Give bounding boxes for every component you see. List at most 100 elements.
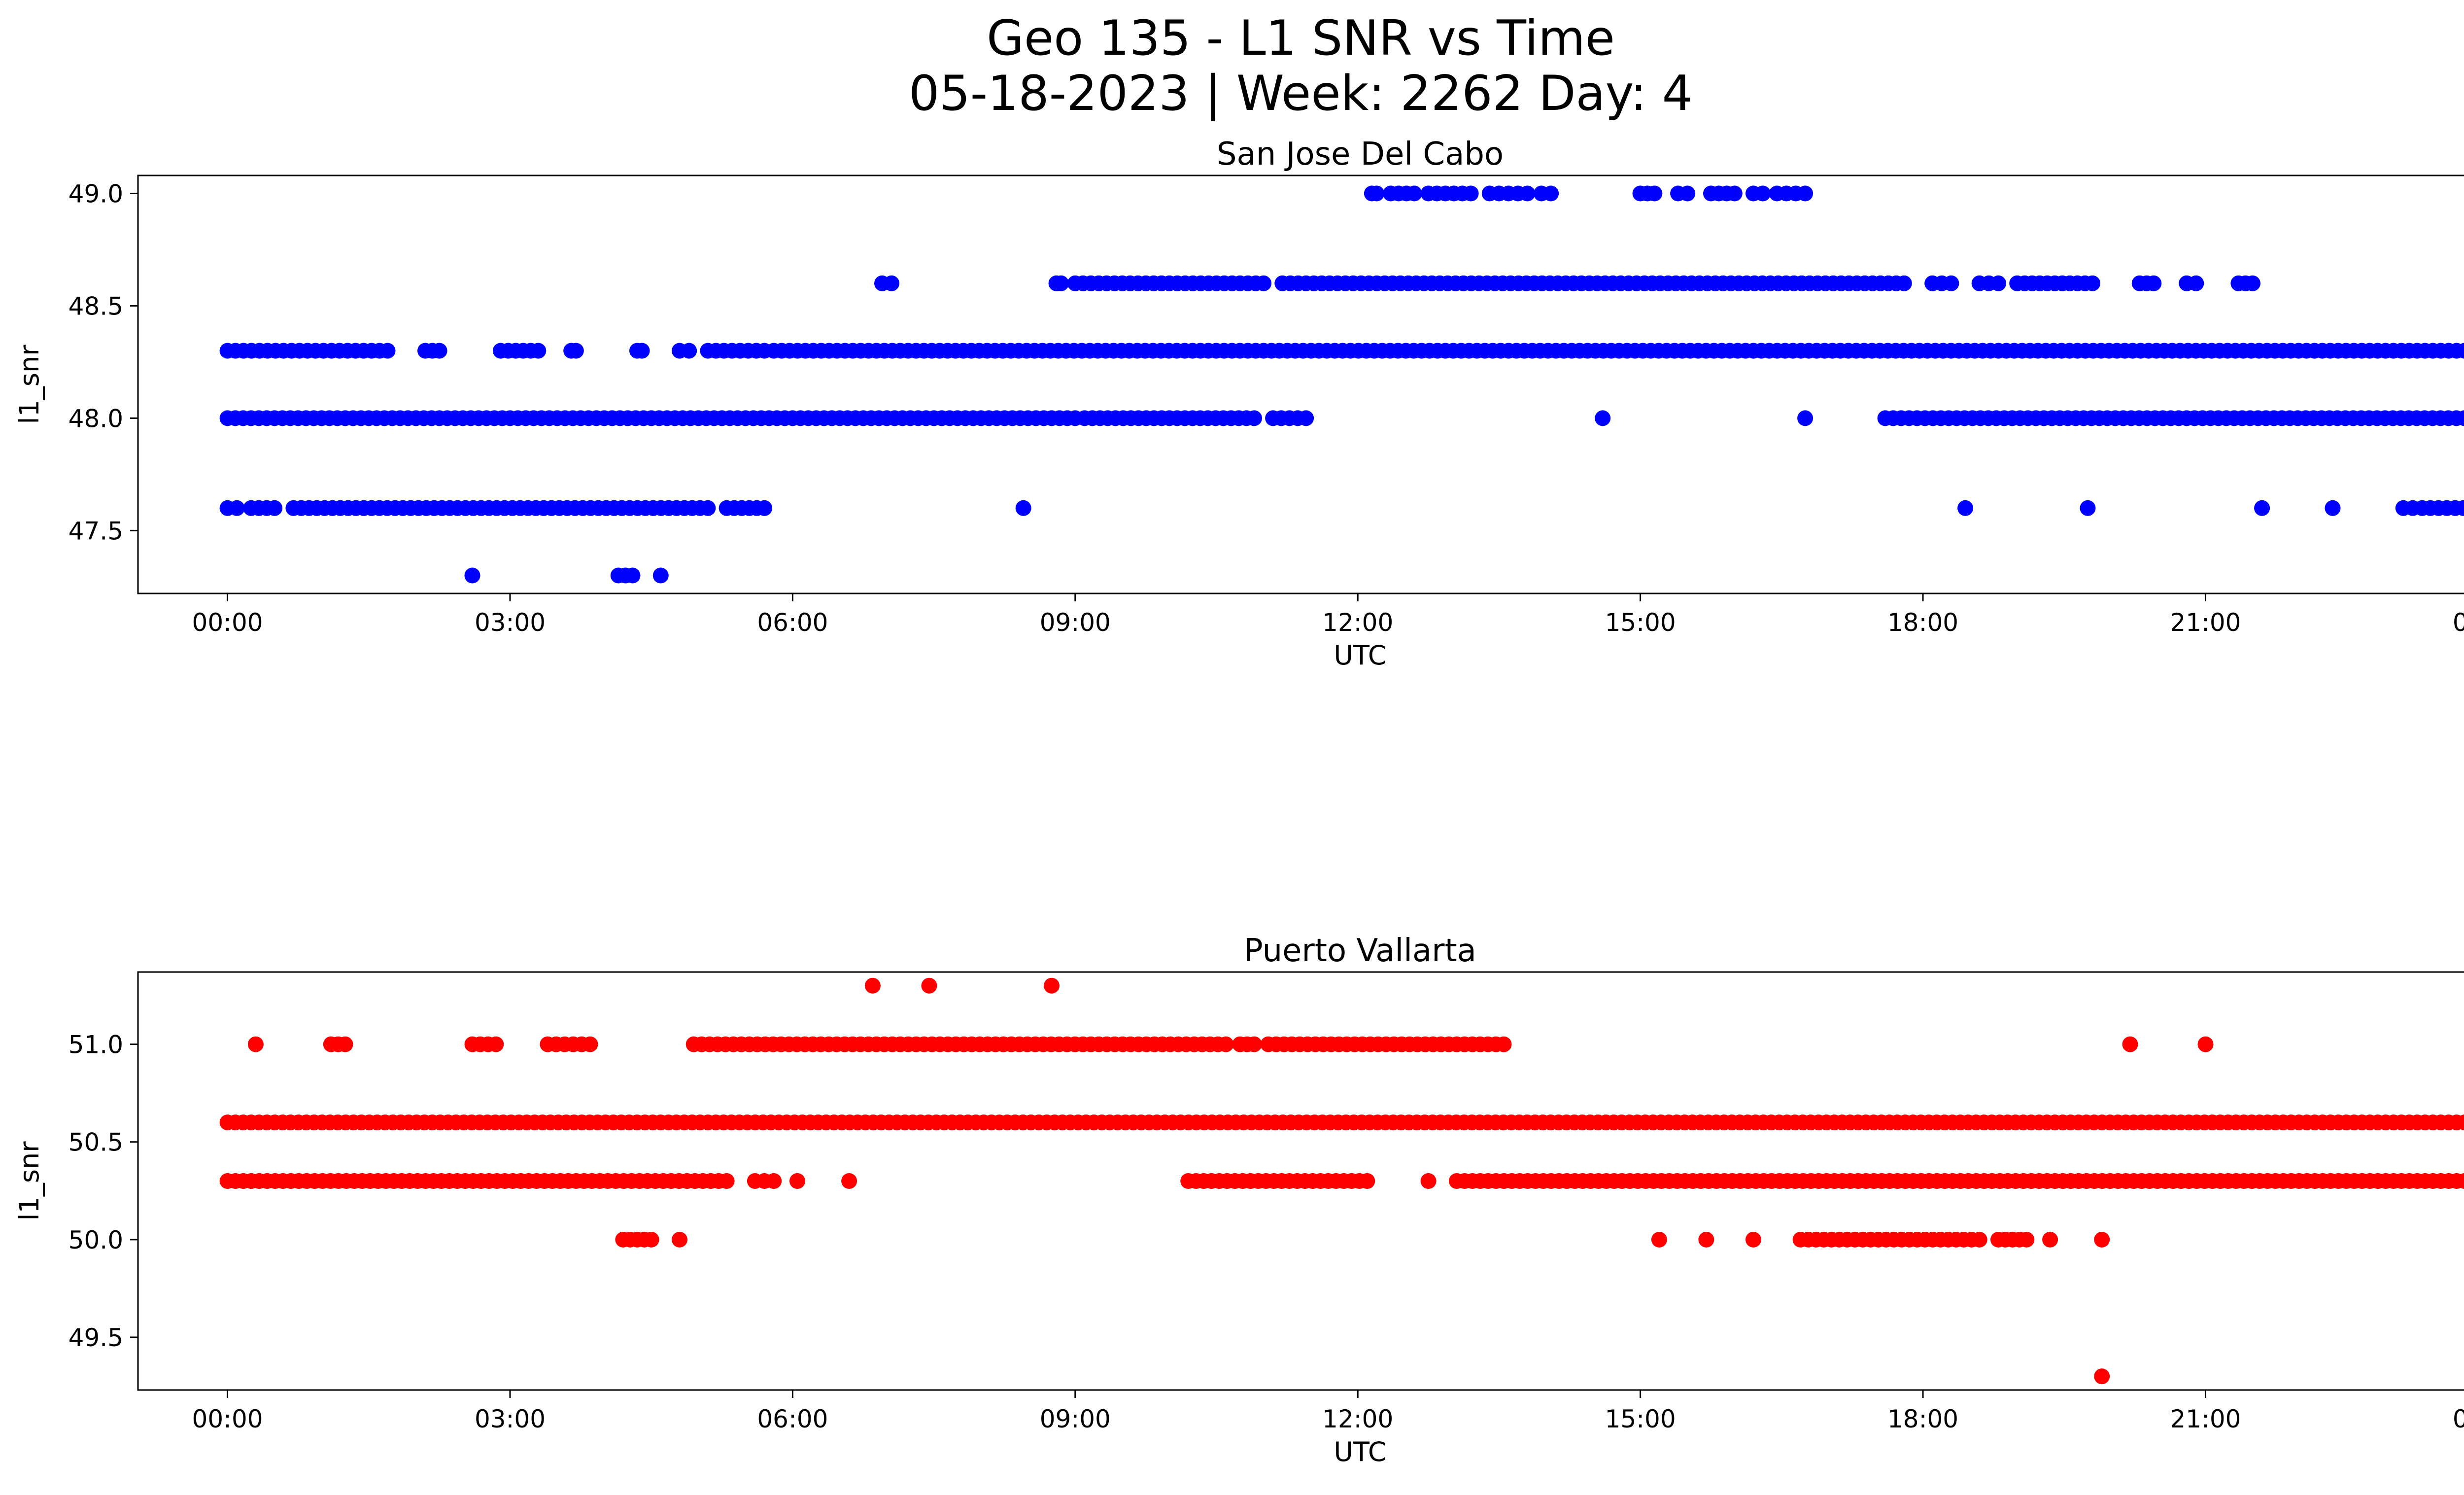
data-point [1595,410,1611,426]
data-point [2188,275,2204,291]
x-tick-label: 06:00 [757,608,828,637]
data-point [756,500,773,516]
data-point [337,1036,353,1052]
x-tick-label: 06:00 [757,1405,828,1433]
figure-title-line-1: Geo 135 - L1 SNR vs Time [987,10,1615,67]
data-point [1420,1173,1437,1189]
data-point [681,343,697,359]
y-tick-label: 47.5 [68,517,123,545]
data-point [2085,275,2101,291]
x-tick-label: 12:00 [1322,608,1393,637]
data-point [1755,185,1771,202]
data-point [1646,185,1663,202]
data-point [431,343,447,359]
data-point [1651,1231,1667,1248]
data-point [841,1173,857,1189]
x-tick-label: 18:00 [1887,1405,1958,1433]
data-point [379,343,396,359]
x-tick-label: 15:00 [1605,608,1676,637]
data-point [1896,275,1912,291]
data-point [2094,1231,2110,1248]
chart-panel-2: 00:00 03:00 06:00 09:00 12:00 15:00 18:00 21:00… [14,933,2464,1467]
y-tick-label: 49.5 [68,1323,123,1352]
y-tick-label: 51.0 [68,1031,123,1059]
data-point [1359,1173,1375,1189]
data-point [1015,500,1031,516]
x-tick-label: 15:00 [1605,1405,1676,1433]
data-point [1519,185,1536,202]
data-point [624,567,641,584]
panel-title: San Jose Del Cabo [1217,136,1504,173]
data-point [267,500,283,516]
data-point [1957,500,1974,516]
x-tick-label: 00:00 [2453,608,2464,637]
figure-title-line-2: 05-18-2023 | Week: 2262 Day: 4 [909,66,1693,122]
data-point [672,1231,687,1248]
data-point [1044,977,1060,994]
data-point [1971,1231,1987,1248]
data-point [921,977,937,994]
data-point [2122,1036,2138,1052]
data-point [2094,1368,2110,1385]
data-point [2254,500,2270,516]
y-tick-label: 48.5 [68,292,123,320]
x-tick-label: 00:00 [2453,1405,2464,1433]
data-point [1406,185,1422,202]
y-tick-label: 50.5 [68,1128,123,1157]
data-point [1698,1231,1714,1248]
data-point [247,1036,264,1052]
data-point [1943,275,1959,291]
plot-area-frame [137,174,2464,594]
data-point [1246,410,1262,426]
x-tick-label: 00:00 [192,608,263,637]
data-point [488,1036,504,1052]
data-point [582,1036,598,1052]
data-point [1543,185,1559,202]
x-tick-label: 00:00 [192,1405,263,1433]
data-point [1298,410,1314,426]
plot-area-frame [137,971,2464,1391]
x-tick-label: 09:00 [1040,1405,1111,1433]
data-point [1496,1036,1512,1052]
data-point [766,1173,782,1189]
data-point [1679,185,1696,202]
x-tick-label: 21:00 [2170,1405,2241,1433]
chart-panel-1: 00:00 03:00 06:00 09:00 12:00 15:00 18:00 21:00… [14,136,2464,671]
data-point [1463,185,1479,202]
data-series-2 [219,977,2464,1385]
data-point [2245,275,2260,291]
y-axis-label: l1_snr [14,1141,45,1221]
x-tick-label: 12:00 [1322,1405,1393,1433]
data-point [2080,500,2096,516]
data-point [2146,275,2162,291]
data-point [1797,185,1814,202]
data-point [789,1173,805,1189]
data-point [2455,500,2464,516]
y-axis-label: l1_snr [14,345,45,424]
data-point [864,977,881,994]
x-tick-label: 03:00 [475,608,546,637]
panel-title: Puerto Vallarta [1244,933,1476,969]
data-point [652,567,669,584]
data-point [2197,1036,2214,1052]
data-point [634,343,650,359]
x-tick-label: 03:00 [475,1405,546,1433]
data-point [1246,1036,1262,1052]
data-point [464,567,480,584]
data-point [2457,343,2464,359]
data-point [2456,1173,2464,1189]
data-point [2325,500,2341,516]
x-axis-label: UTC [1334,640,1386,671]
data-point [229,500,245,516]
data-point [700,500,716,516]
x-tick-label: 18:00 [1887,608,1958,637]
y-tick-label: 50.0 [68,1226,123,1254]
data-point [2042,1231,2058,1248]
x-tick-label: 21:00 [2170,608,2241,637]
data-point [1218,1036,1234,1052]
y-tick-label: 48.0 [68,404,123,433]
x-axis-label: UTC [1334,1436,1386,1467]
y-tick-label: 49.0 [68,179,123,208]
data-point [1726,185,1743,202]
